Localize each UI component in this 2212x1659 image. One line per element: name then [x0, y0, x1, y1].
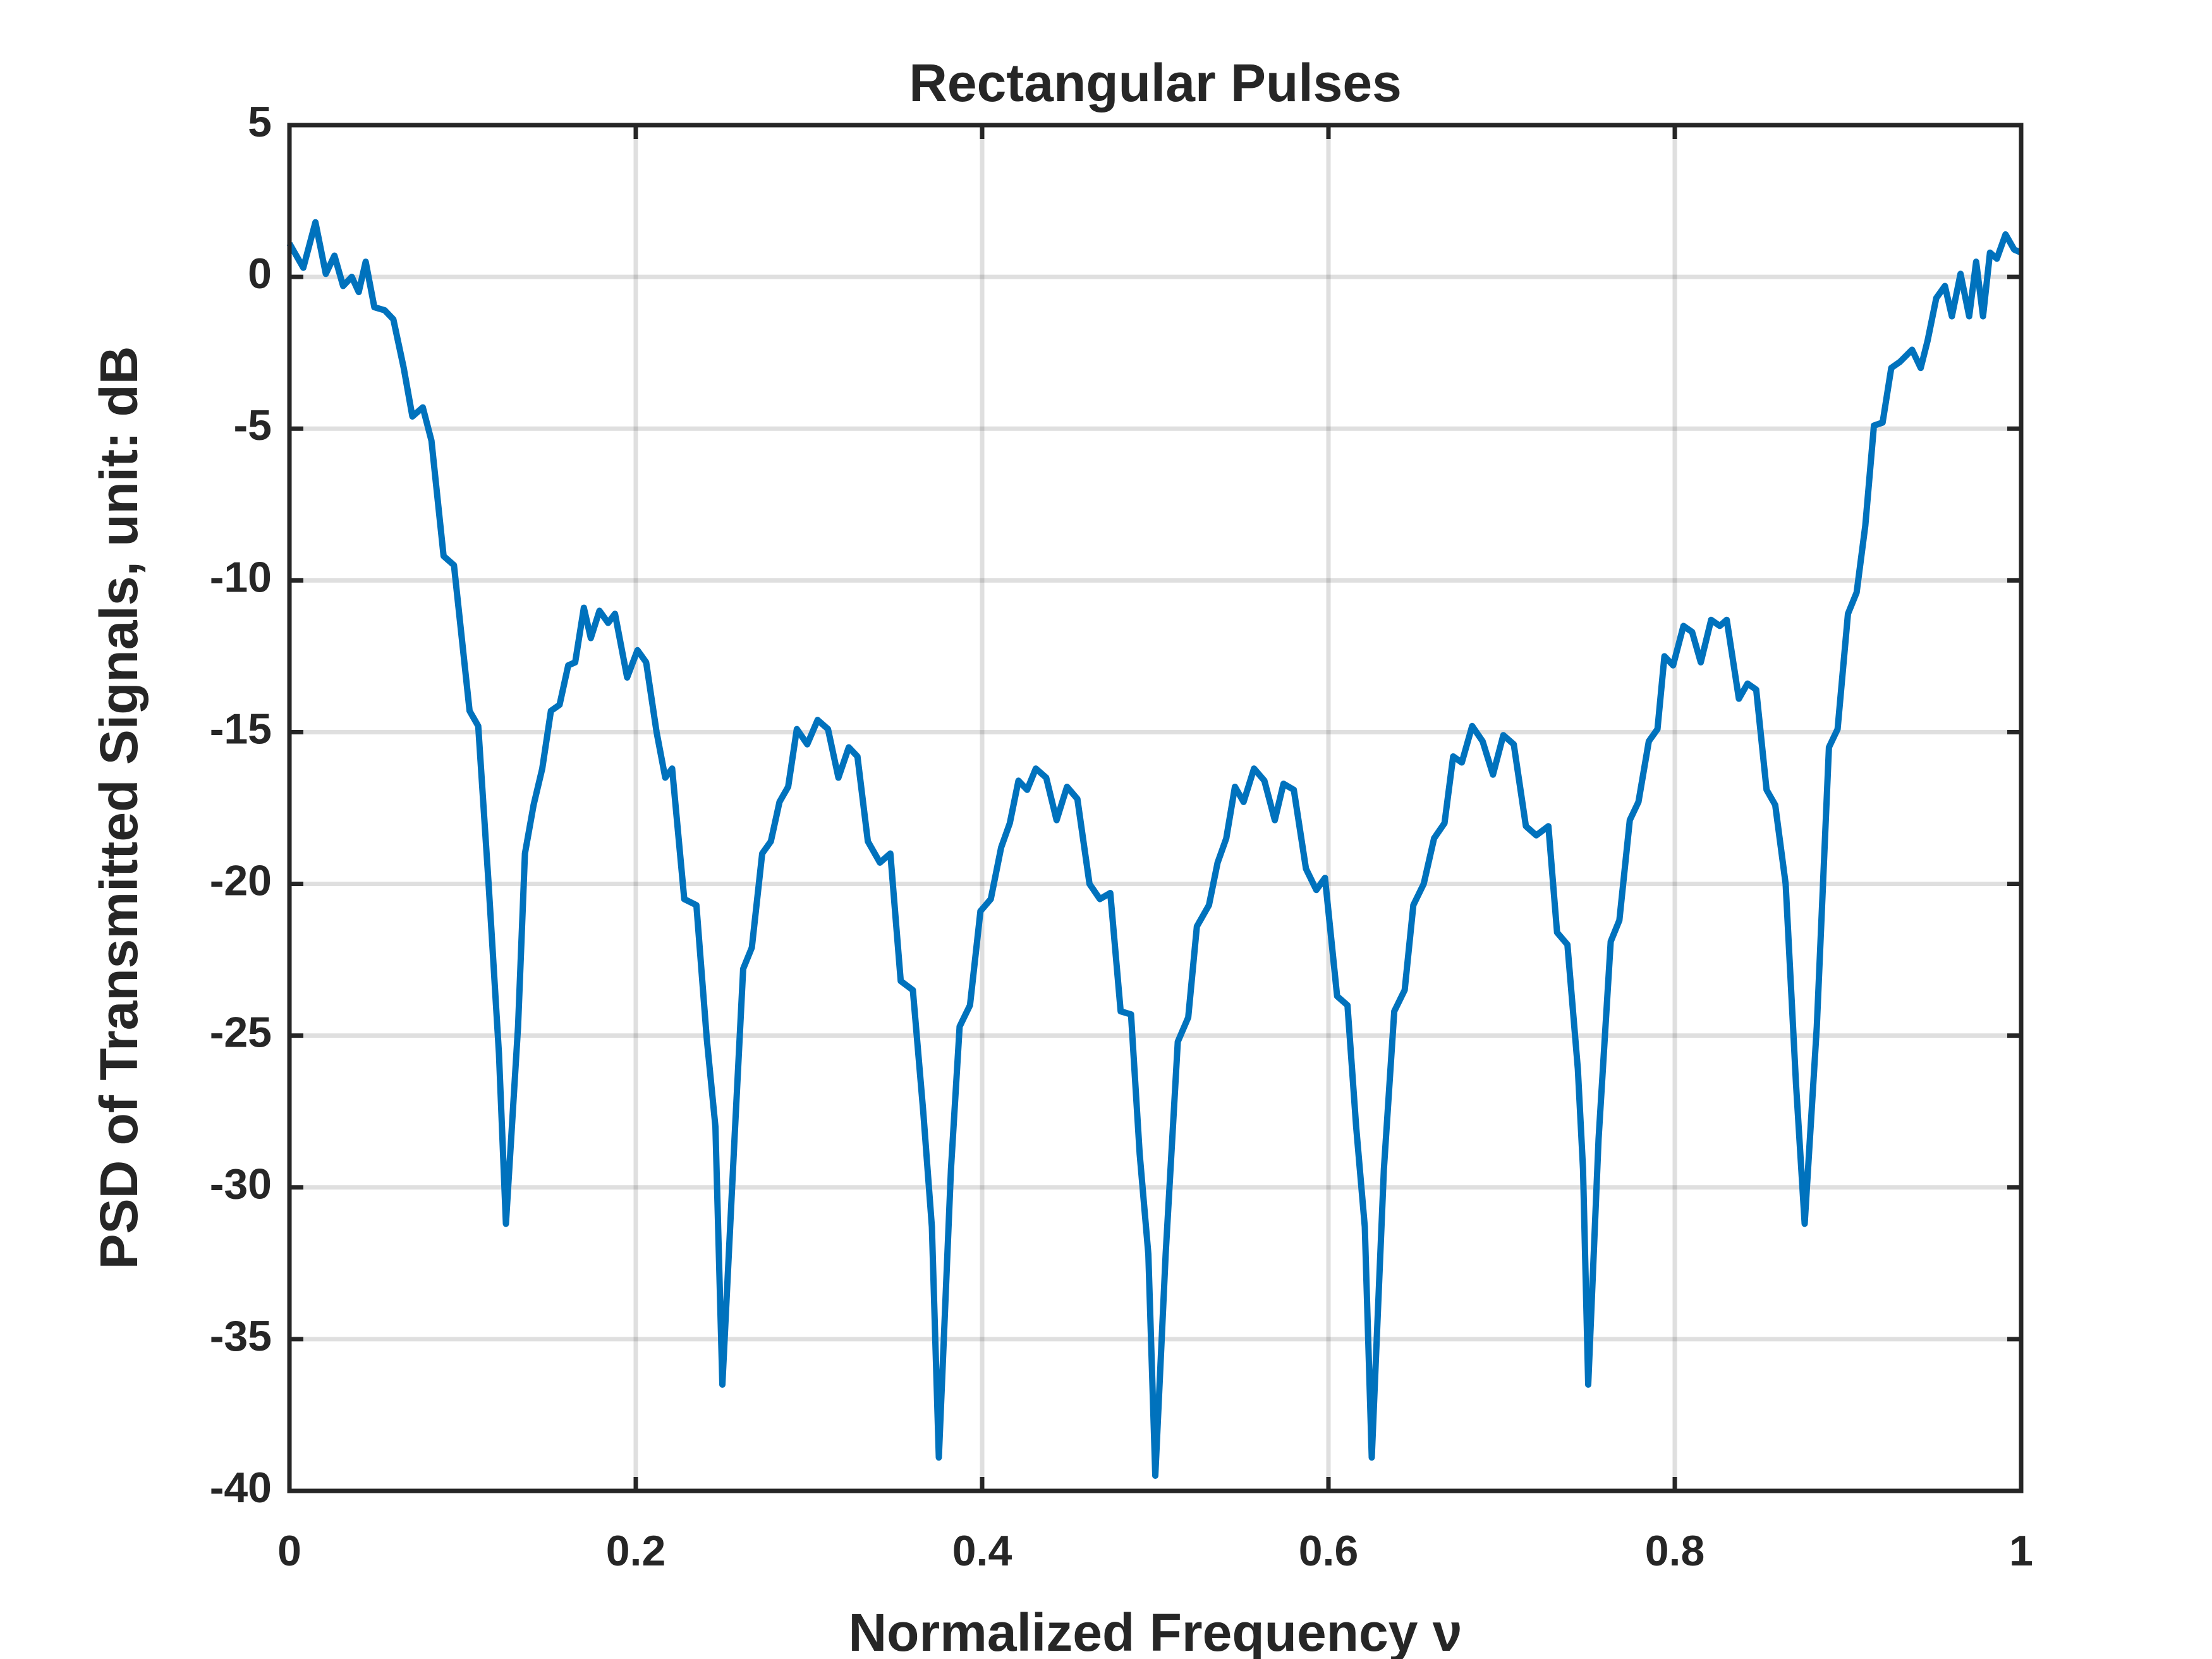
x-tick-label: 0.4	[952, 1527, 1012, 1575]
y-tick-label: -5	[234, 401, 272, 449]
x-tick-label: 0.6	[1299, 1527, 1359, 1575]
chart-title: Rectangular Pulses	[909, 53, 1402, 112]
x-axis-label: Normalized Frequency ν	[849, 1603, 1462, 1659]
data-line	[286, 219, 2022, 1479]
y-tick-label: -10	[210, 553, 272, 601]
x-tick-label: 0.2	[606, 1527, 666, 1575]
y-tick-label: -15	[210, 705, 272, 753]
plot-frame	[287, 123, 2024, 1493]
y-tick-label: -35	[210, 1312, 272, 1360]
y-tick-label: 0	[248, 250, 272, 298]
y-tick-label: -40	[210, 1464, 272, 1512]
y-tick-label: -25	[210, 1009, 272, 1057]
y-tick-label: -30	[210, 1160, 272, 1208]
y-axis-label: PSD of Transmitted Signals, unit: dB	[89, 346, 149, 1270]
y-tick-label: 5	[248, 98, 272, 146]
x-tick-label: 1	[2009, 1527, 2033, 1575]
x-tick-label: 0	[277, 1527, 301, 1575]
y-tick-label: -20	[210, 857, 272, 905]
x-tick-label: 0.8	[1645, 1527, 1705, 1575]
